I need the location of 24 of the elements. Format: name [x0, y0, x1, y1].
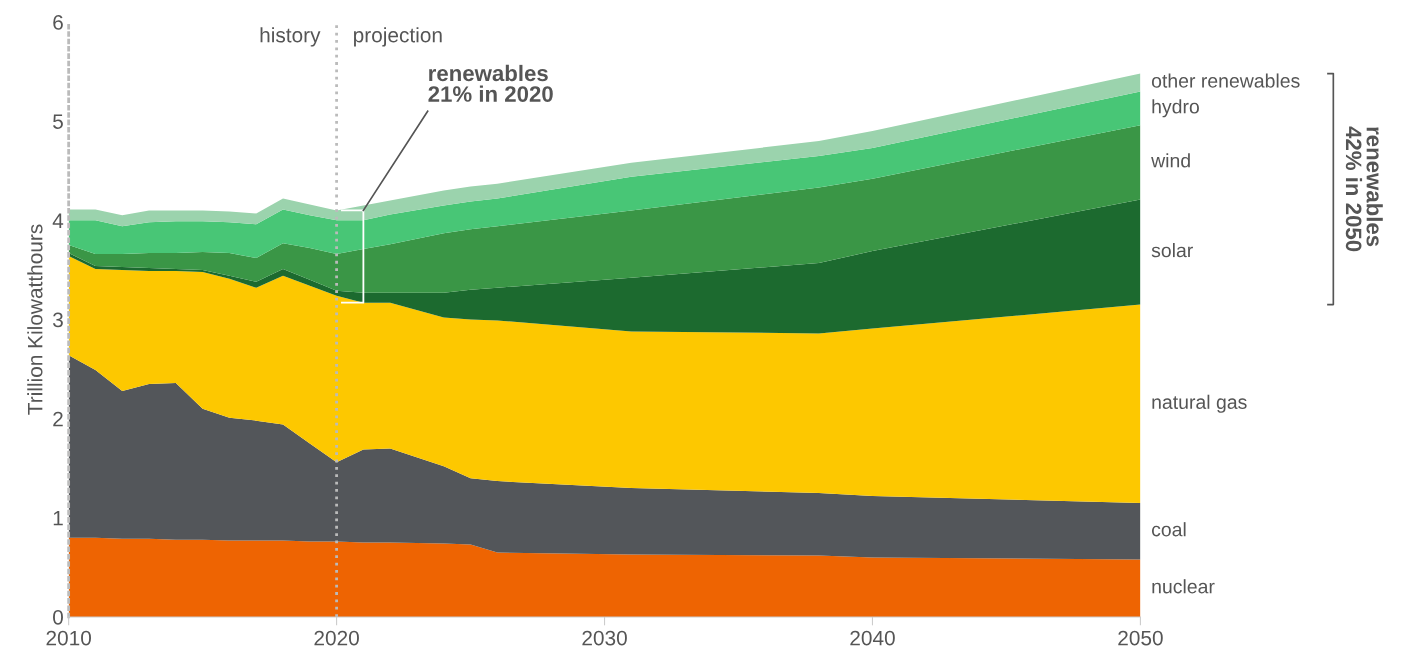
- x-tick-label: 2010: [46, 630, 92, 646]
- series-label: nuclear: [1152, 579, 1215, 594]
- annotation: renewables 21% in 2020: [428, 64, 553, 102]
- series-label: other renewables: [1151, 73, 1300, 88]
- y-tick-label: 0: [53, 609, 63, 625]
- y-tick-label: 3: [53, 312, 63, 328]
- y-tick-label: 5: [53, 114, 63, 129]
- x-tick-label: 2020: [314, 630, 359, 646]
- series-label: hydro: [1152, 99, 1199, 118]
- y-tick-label: 1: [53, 511, 63, 526]
- series-label: wind: [1151, 153, 1190, 168]
- series-label: solar: [1151, 243, 1193, 258]
- y-tick-label: 6: [53, 15, 63, 30]
- x-tick-label: 2050: [1118, 630, 1163, 646]
- y-axis-title: Trillion Kilowatthours: [27, 224, 43, 415]
- y-tick-label: 2: [53, 411, 63, 427]
- annotation: history: [260, 27, 321, 47]
- x-tick-label: 2040: [850, 630, 895, 646]
- y-tick-label: 4: [52, 213, 64, 228]
- text: renewables 42% in 2050: [1345, 126, 1383, 252]
- series-label: coal: [1151, 522, 1186, 537]
- series-label: natural gas: [1152, 394, 1247, 413]
- annotation: projection: [354, 27, 442, 47]
- x-tick-label: 2030: [582, 630, 627, 646]
